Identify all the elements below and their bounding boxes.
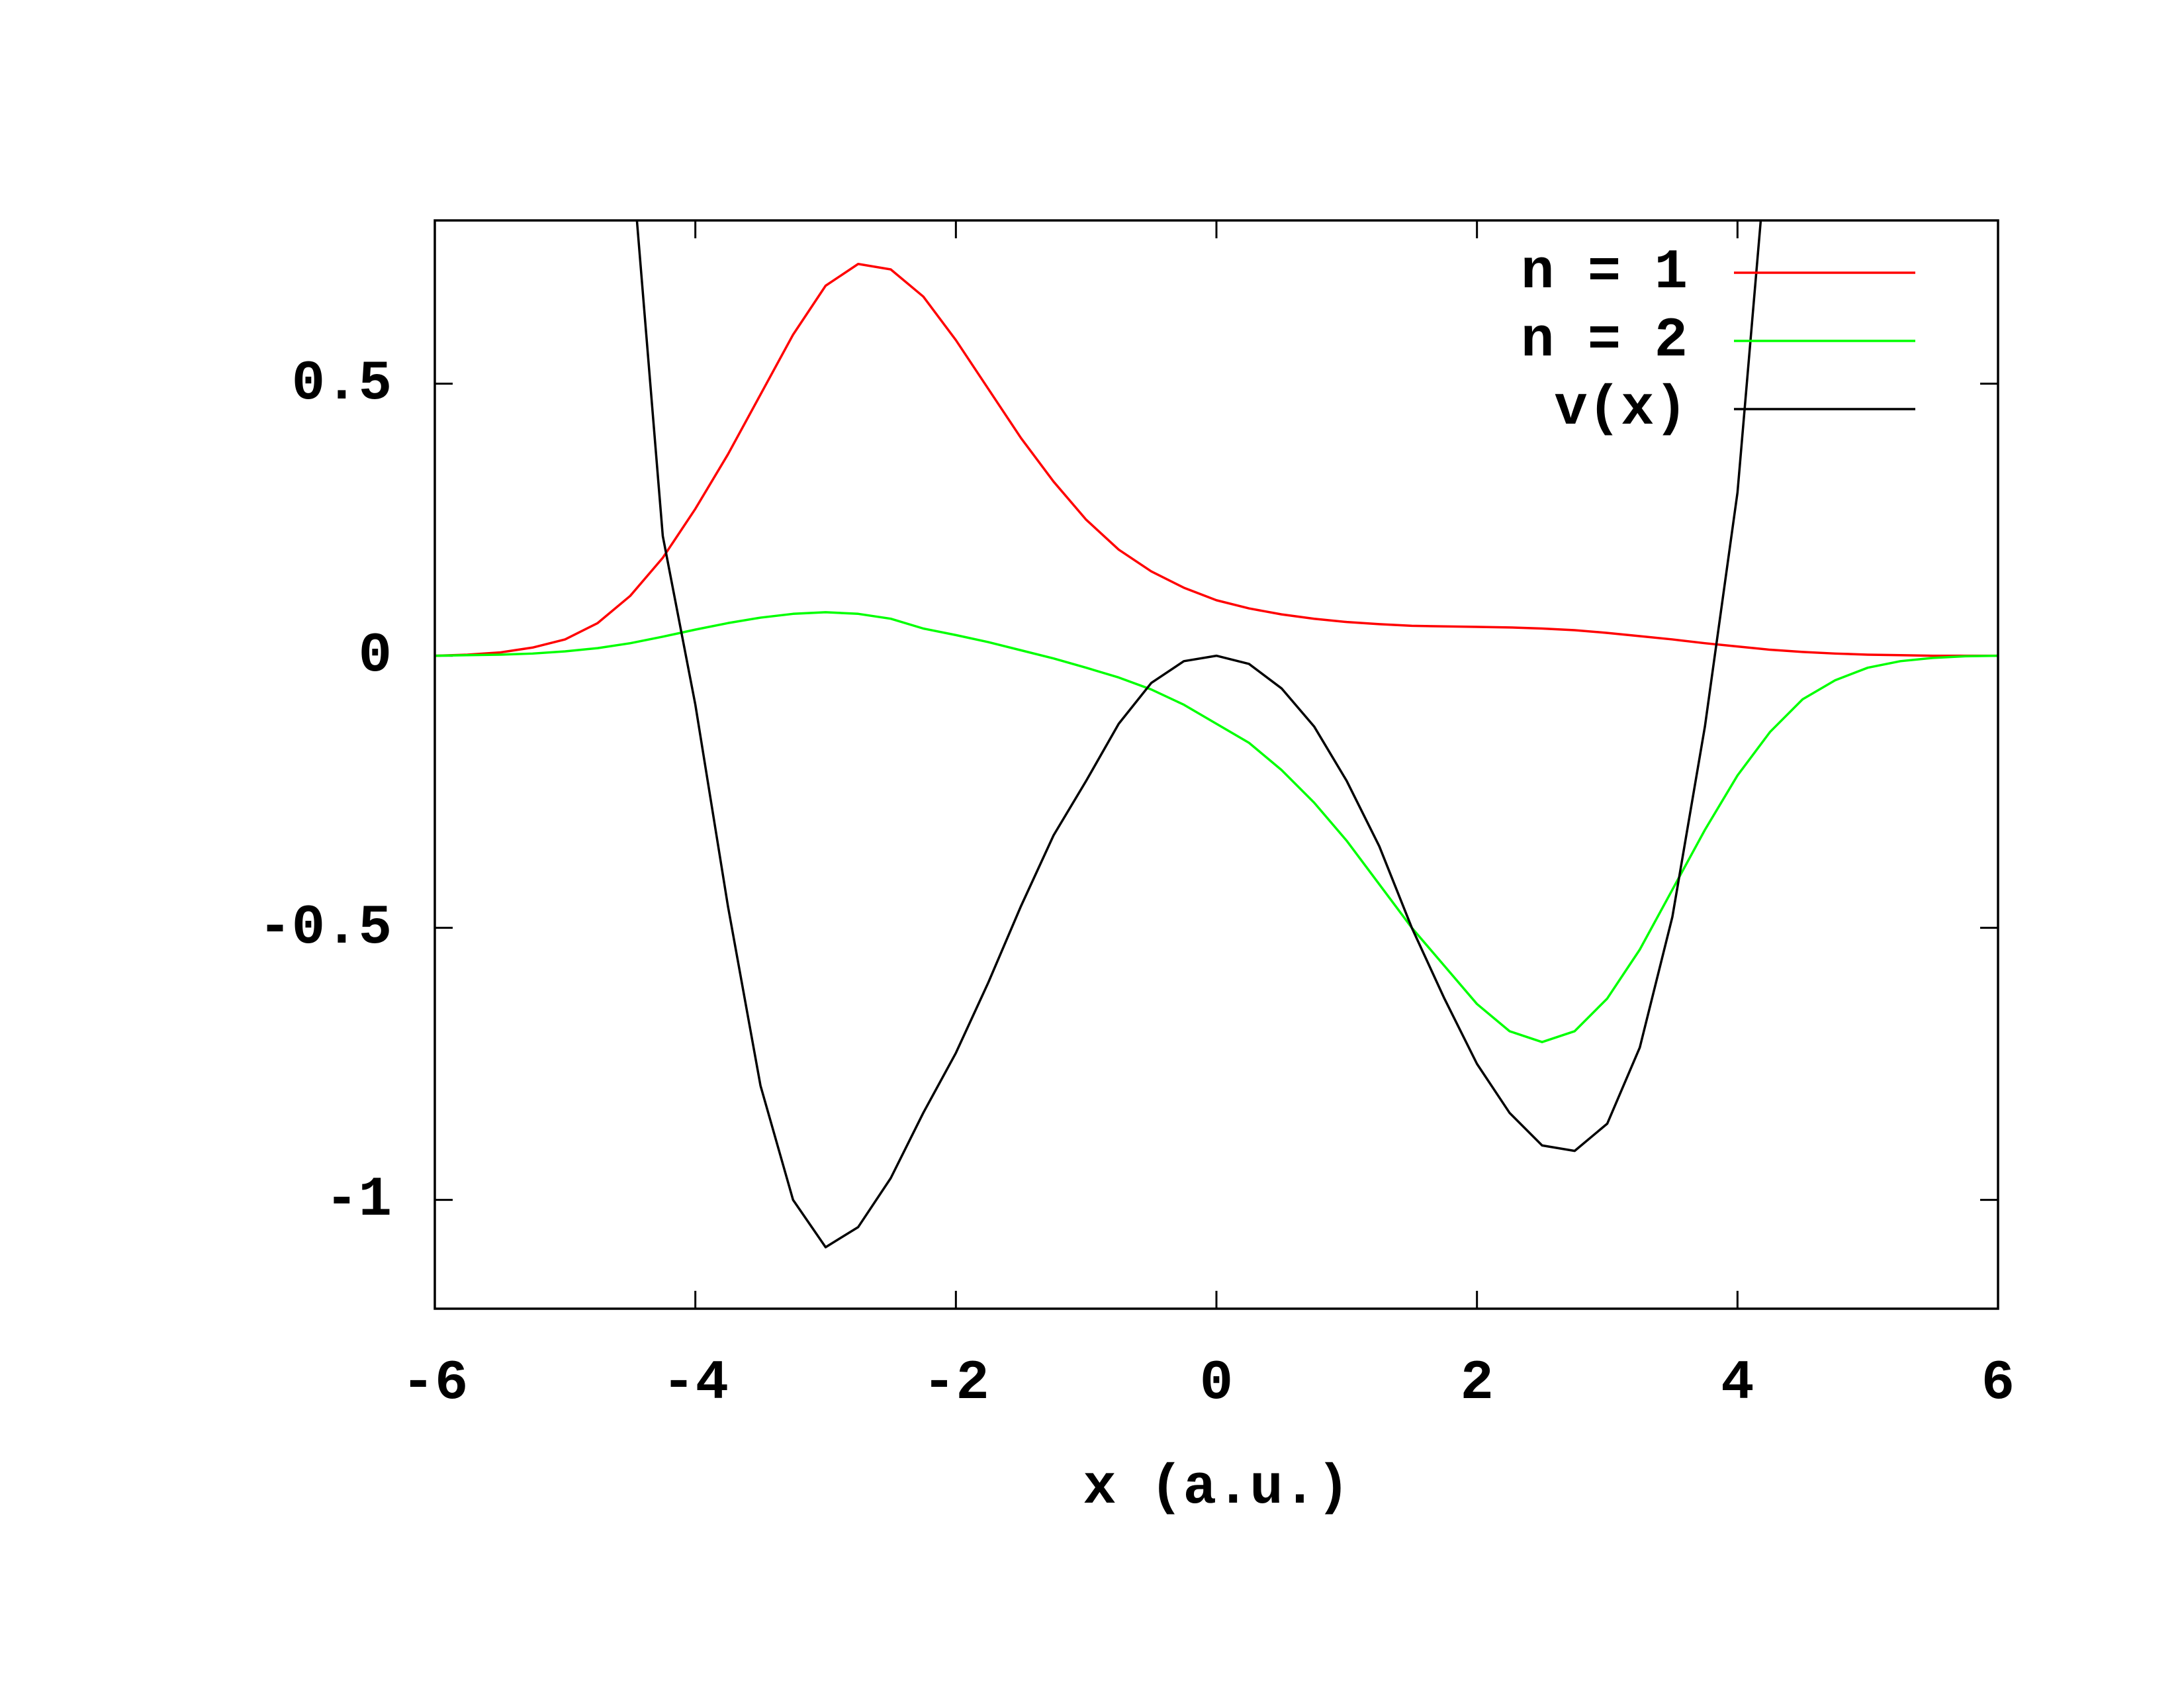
- x-tick-label: 0: [1200, 1352, 1233, 1415]
- line-series: [635, 220, 1762, 1248]
- y-tick-label: 0.5: [292, 353, 392, 416]
- x-tick-label: 4: [1721, 1352, 1754, 1415]
- y-tick-label: 0: [359, 625, 392, 688]
- plot-frame: [433, 219, 1999, 1310]
- x-tick-label: 6: [1981, 1352, 2015, 1415]
- plot-area: [435, 220, 1998, 1248]
- legend-label: v(x): [1554, 378, 1688, 441]
- y-tick-label: -0.5: [258, 897, 392, 960]
- legend-label: n = 2: [1521, 310, 1688, 373]
- x-tick-label: 2: [1460, 1352, 1493, 1415]
- y-tick-label: -1: [325, 1169, 392, 1232]
- legend-label: n = 1: [1521, 242, 1688, 305]
- line-series: [435, 611, 1998, 1043]
- x-tick-label: -6: [402, 1352, 469, 1415]
- x-tick-label: -2: [923, 1352, 989, 1415]
- x-tick-label: -4: [662, 1352, 729, 1415]
- line-series: [435, 263, 1998, 657]
- x-axis-label: x (a.u.): [1083, 1457, 1349, 1520]
